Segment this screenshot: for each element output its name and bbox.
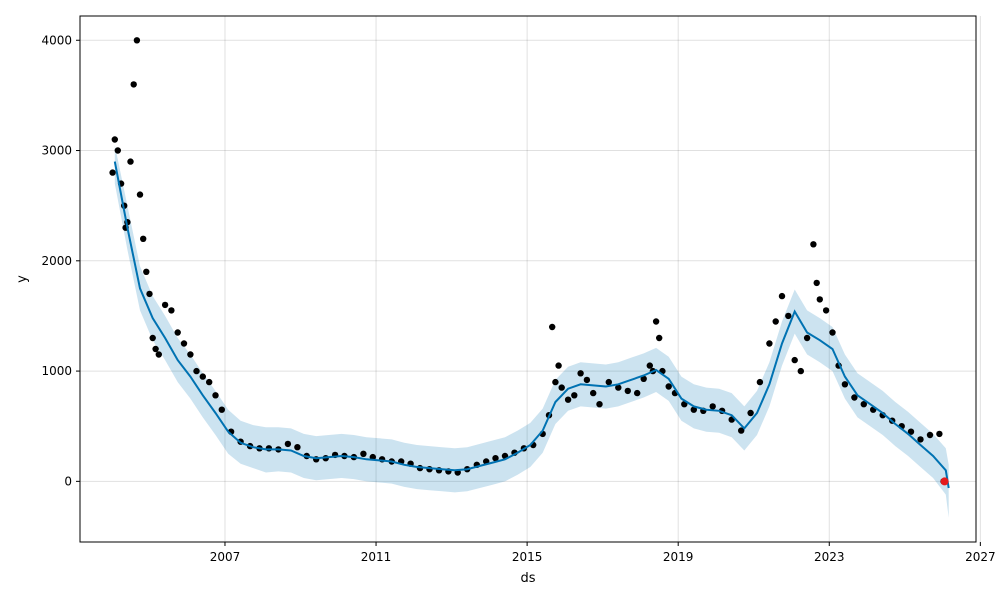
observed-point: [127, 158, 134, 165]
observed-point: [152, 345, 159, 353]
x-axis-ticks: 2007 2011 2015 2019 2023 2027: [210, 542, 996, 564]
observed-point: [816, 296, 823, 303]
observed-point: [187, 351, 194, 358]
observed-points-group: [109, 37, 947, 485]
observed-point: [552, 378, 559, 386]
observed-point: [785, 312, 792, 320]
observed-point: [936, 430, 943, 438]
observed-point: [193, 367, 200, 375]
y-tick-label: 4000: [41, 33, 72, 47]
observed-point: [212, 392, 219, 399]
x-tick-label: 2027: [965, 550, 996, 564]
observed-point: [555, 362, 562, 369]
observed-point: [492, 455, 499, 462]
observed-point: [180, 340, 188, 347]
highlight-point: [940, 477, 949, 486]
observed-point: [549, 323, 556, 331]
forecast-line: [113, 161, 950, 489]
y-axis-label: y: [15, 275, 30, 283]
y-tick-label: 1000: [41, 364, 72, 378]
observed-point: [797, 367, 804, 375]
observed-point: [791, 356, 798, 364]
observed-point: [136, 191, 144, 198]
observed-point: [772, 318, 779, 325]
observed-point: [822, 307, 830, 314]
observed-point: [161, 301, 169, 309]
observed-point: [140, 235, 147, 242]
observed-point: [583, 376, 591, 384]
observed-point: [665, 383, 672, 390]
observed-point: [656, 334, 663, 342]
x-tick-label: 2015: [512, 550, 543, 564]
plot-frame: [79, 15, 977, 543]
observed-point: [360, 450, 367, 457]
observed-point: [130, 81, 137, 88]
observed-point: [634, 389, 641, 397]
observed-point: [206, 378, 213, 386]
observed-point: [860, 401, 867, 408]
observed-point: [111, 136, 119, 143]
x-tick-label: 2023: [814, 550, 845, 564]
observed-point: [766, 340, 773, 347]
observed-point: [690, 406, 697, 413]
highlight-group: [940, 477, 949, 486]
observed-point: [149, 334, 156, 342]
observed-point: [605, 378, 612, 386]
observed-point: [590, 389, 597, 397]
observed-point: [926, 431, 934, 439]
observed-point: [640, 375, 647, 382]
observed-point: [917, 436, 924, 443]
observed-point: [114, 147, 122, 154]
x-tick-label: 2007: [210, 550, 241, 564]
observed-point: [143, 268, 150, 275]
observed-point: [803, 334, 811, 342]
observed-point: [265, 445, 273, 452]
observed-point: [813, 279, 820, 287]
observed-point: [646, 362, 653, 369]
observed-point: [155, 351, 162, 358]
observed-point: [841, 381, 849, 388]
observed-point: [738, 427, 745, 434]
observed-point: [558, 384, 565, 391]
observed-point: [652, 318, 660, 325]
observed-point: [615, 384, 622, 391]
y-tick-label: 0: [64, 474, 72, 488]
observed-point: [577, 370, 584, 377]
observed-point: [174, 329, 181, 336]
observed-point: [624, 387, 631, 395]
x-axis-label: ds: [520, 571, 535, 586]
observed-point: [810, 241, 817, 248]
observed-point: [284, 440, 292, 448]
observed-point: [109, 169, 116, 176]
x-tick-label: 2019: [663, 550, 694, 564]
y-tick-label: 2000: [41, 254, 72, 268]
y-tick-label: 3000: [41, 144, 72, 158]
observed-point: [709, 403, 716, 410]
y-axis-ticks: 0 1000 2000 3000 4000: [41, 33, 80, 488]
observed-point: [168, 307, 175, 314]
observed-point: [218, 406, 225, 413]
observed-point: [829, 329, 836, 336]
observed-point: [369, 453, 376, 461]
grid-lines: [80, 16, 981, 542]
observed-point: [851, 394, 858, 401]
observed-point: [778, 292, 786, 300]
observed-point: [907, 428, 915, 435]
observed-point: [747, 409, 754, 417]
observed-point: [564, 396, 572, 403]
observed-point: [199, 373, 206, 380]
x-tick-label: 2011: [361, 550, 392, 564]
forecast-line-group: [113, 161, 950, 489]
observed-point: [294, 444, 301, 451]
observed-point: [146, 290, 153, 298]
plot-background: [80, 16, 976, 542]
observed-point: [571, 392, 578, 399]
observed-point: [133, 37, 141, 44]
observed-point: [596, 401, 603, 408]
observed-point: [756, 378, 764, 386]
